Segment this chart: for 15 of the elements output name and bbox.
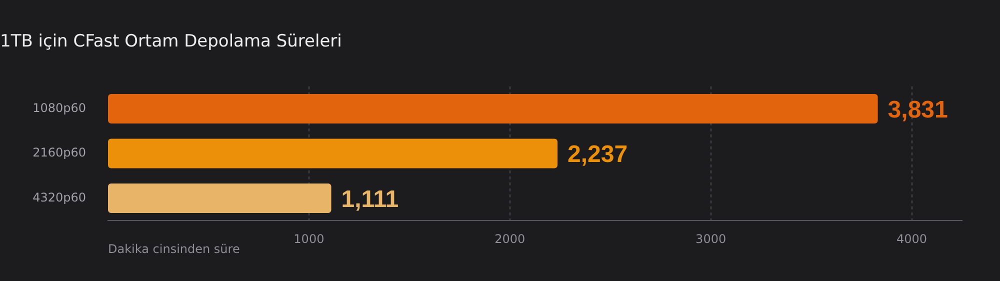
x-tick-label: 2000 bbox=[494, 232, 526, 246]
x-tick-label: 3000 bbox=[696, 232, 726, 246]
x-axis-title: Dakika cinsinden süre bbox=[108, 242, 240, 256]
chart-title: 1TB için CFast Ortam Depolama Süreleri bbox=[0, 32, 342, 52]
data-label: 2,237 bbox=[568, 141, 628, 168]
data-label: 3,831 bbox=[888, 96, 948, 124]
y-tick-label: 2160p60 bbox=[32, 146, 86, 160]
bar bbox=[108, 94, 878, 124]
x-tick-label: 4000 bbox=[896, 232, 928, 246]
bar bbox=[108, 138, 558, 168]
data-label: 1,111 bbox=[341, 186, 399, 213]
y-tick-label: 4320p60 bbox=[32, 190, 86, 204]
bar bbox=[108, 183, 332, 213]
x-tick-label: 1000 bbox=[294, 232, 324, 246]
y-tick-label: 1080p60 bbox=[32, 100, 86, 115]
